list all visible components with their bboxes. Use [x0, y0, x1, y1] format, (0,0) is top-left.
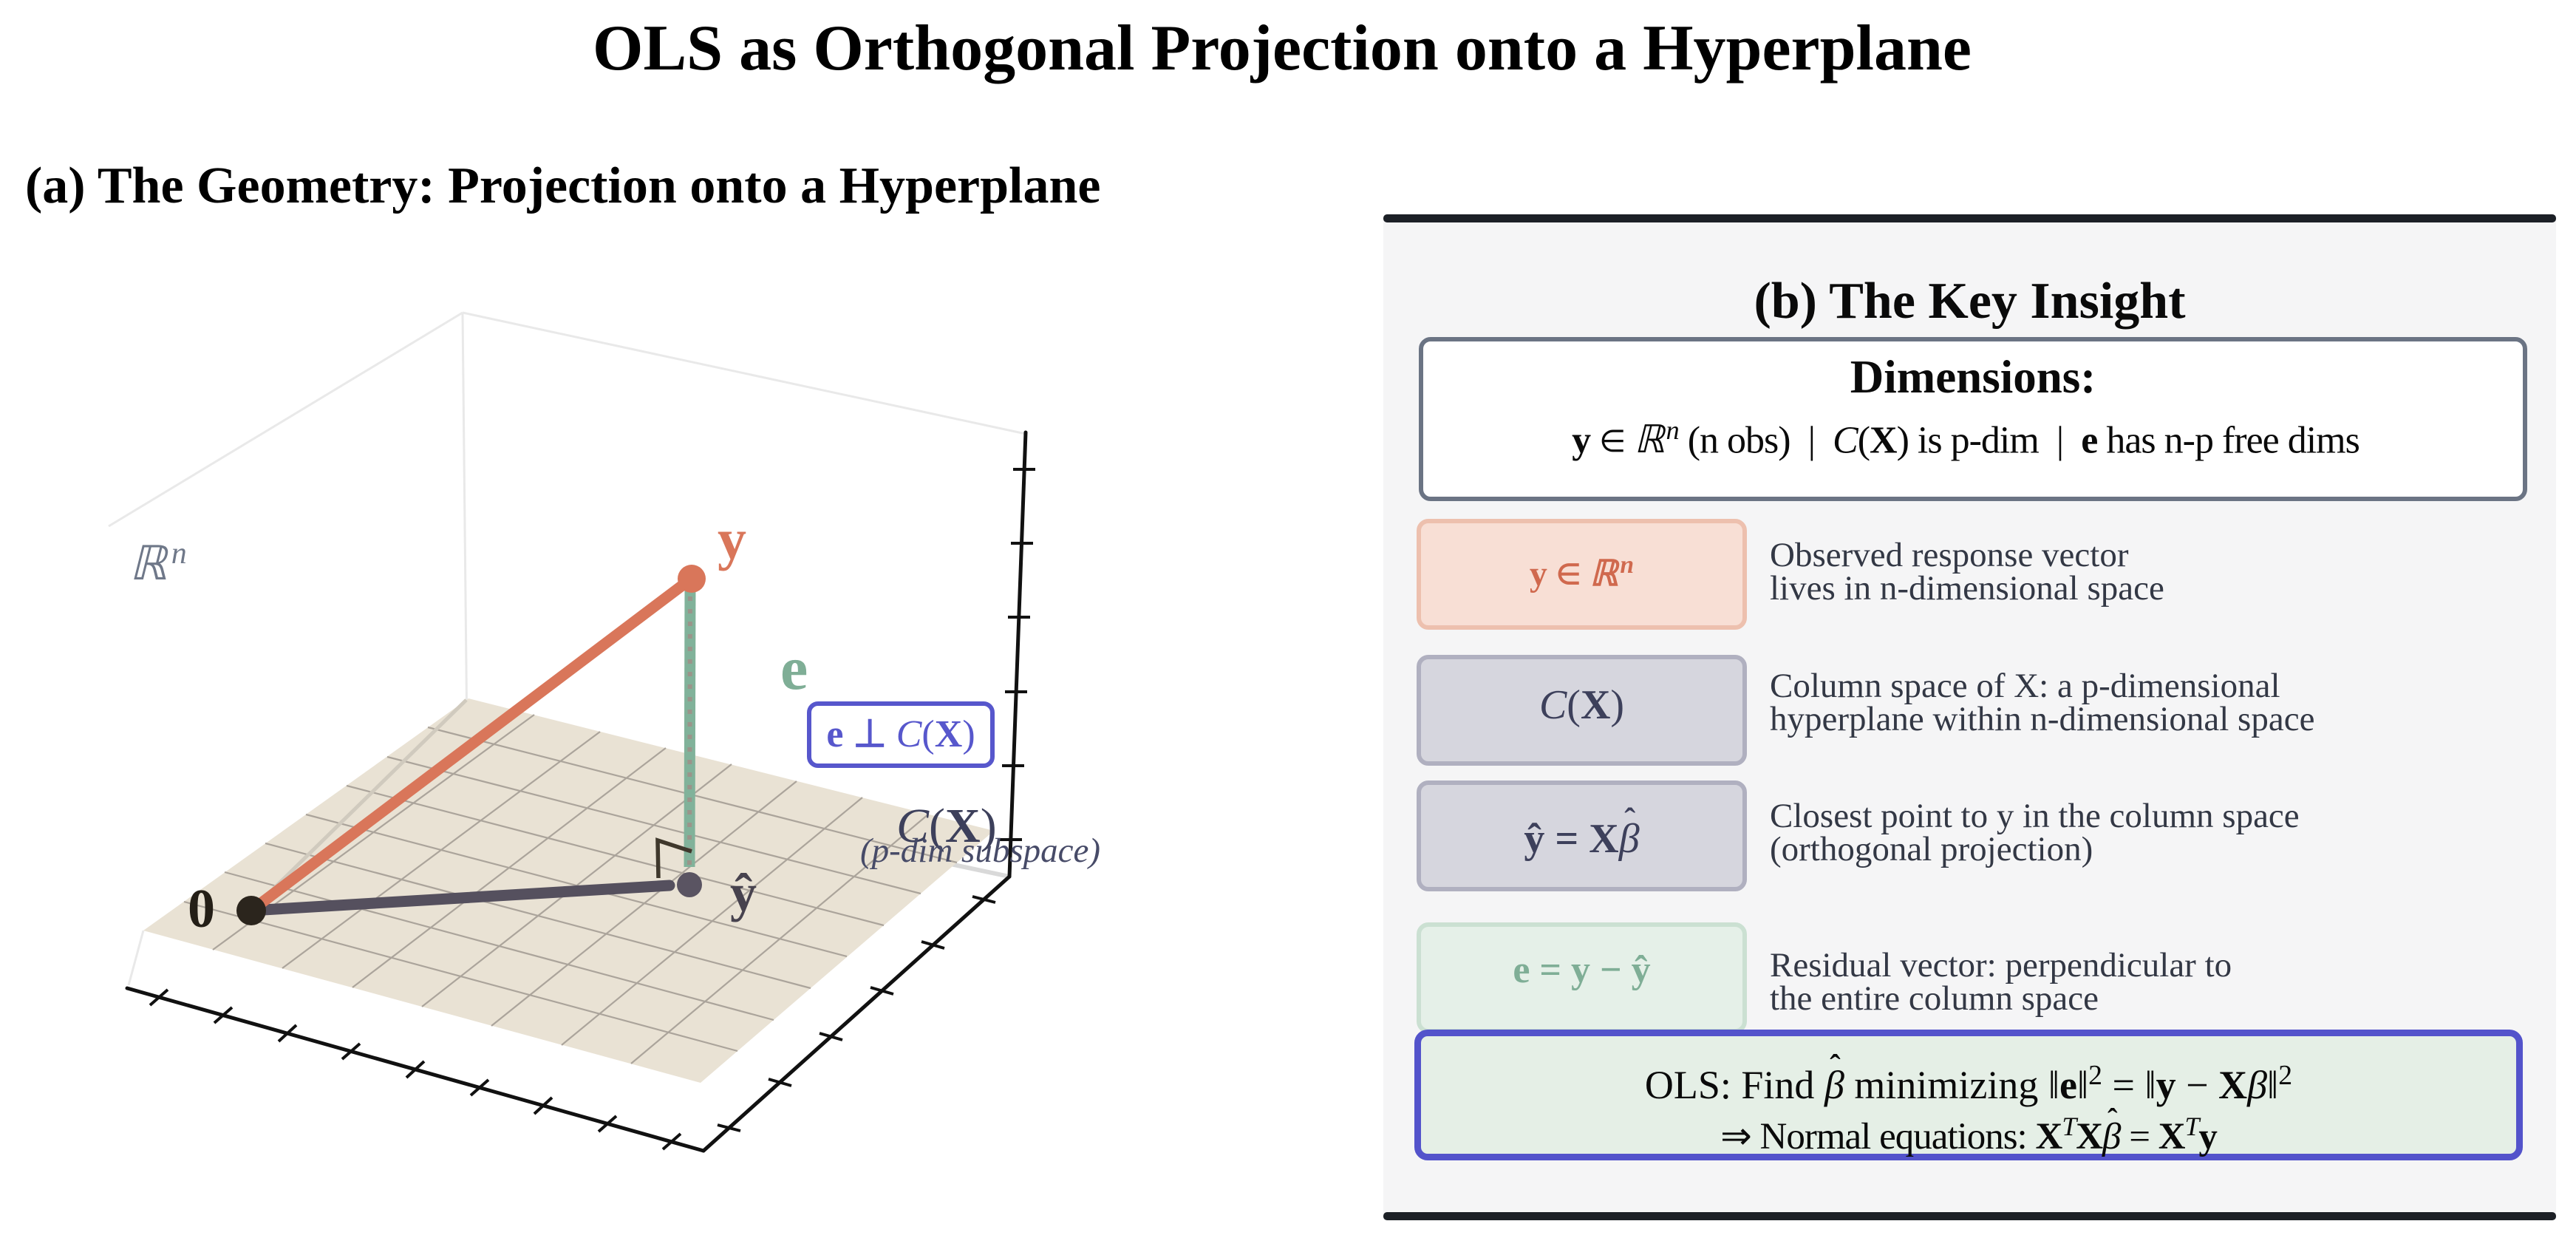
svg-text:(p-dim subspace): (p-dim subspace) [860, 831, 1100, 870]
svg-text:e: e [780, 634, 808, 703]
svg-text:ŷ: ŷ [730, 863, 757, 922]
svg-text:C(X): C(X) [896, 799, 997, 853]
svg-text:e ⊥ C(X): e ⊥ C(X) [826, 713, 975, 755]
svg-text:y: y [718, 507, 746, 571]
svg-text:0: 0 [188, 879, 215, 939]
svg-text:ℝn: ℝn [129, 537, 187, 590]
